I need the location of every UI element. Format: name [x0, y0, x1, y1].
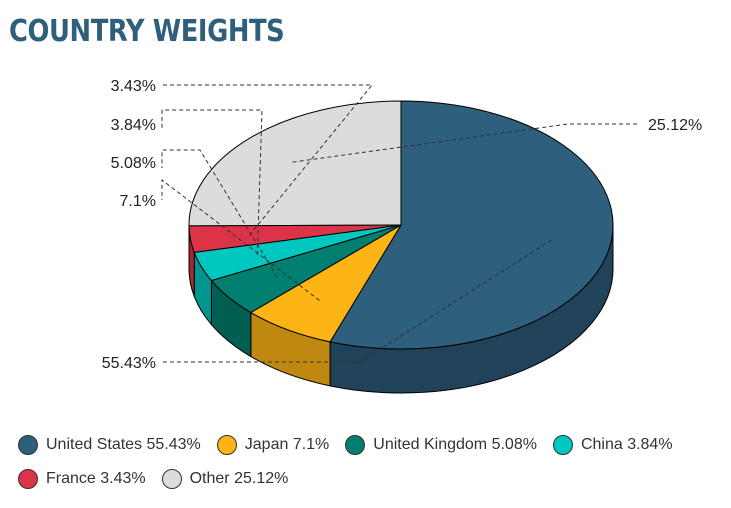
legend-label: Other 25.12% — [189, 470, 289, 487]
legend-swatch — [216, 435, 237, 455]
leader-line-japan — [161, 178, 320, 301]
legend-swatch — [18, 469, 38, 489]
legend-item-united-states[interactable]: United States 55.43% — [18, 435, 201, 455]
legend-swatch — [161, 469, 182, 489]
data-labels: 25.12% 55.43% 7.1% 5.08% 3.84% 3.43% — [102, 78, 703, 372]
leader-line-united-states — [162, 239, 552, 363]
legend-swatch — [18, 435, 38, 455]
data-label-united-kingdom: 5.08% — [111, 155, 156, 172]
legend-label: Japan 7.1% — [244, 436, 330, 453]
pie-chart: 25.12% 55.43% 7.1% 5.08% 3.84% 3.43% — [102, 78, 703, 394]
legend-item-united-kingdom[interactable]: United Kingdom 5.08% — [345, 435, 537, 455]
data-label-china: 3.84% — [111, 117, 156, 134]
legend-label: United Kingdom 5.08% — [373, 436, 537, 453]
leader-line-france — [162, 84, 374, 236]
pie-slice-united-states[interactable] — [329, 100, 614, 350]
legend-label: United States 55.43% — [46, 436, 201, 453]
legend: United States 55.43% Japan 7.1% United Kin… — [18, 432, 718, 500]
leader-line-china — [161, 109, 263, 256]
legend-item-china[interactable]: China 3.84% — [552, 435, 673, 455]
legend-swatch — [345, 435, 366, 455]
chart-title: COUNTRY WEIGHTS — [9, 14, 285, 49]
legend-swatch — [552, 435, 573, 455]
legend-row: United States 55.43% Japan 7.1% United Kin… — [18, 432, 718, 458]
leader-line-other — [292, 123, 640, 163]
data-label-united-states: 55.43% — [102, 355, 156, 372]
legend-row: France 3.43% Other 25.12% — [18, 466, 718, 492]
pie-slice-other[interactable] — [188, 100, 402, 227]
data-label-france: 3.43% — [111, 78, 156, 95]
legend-item-france[interactable]: France 3.43% — [18, 469, 146, 489]
legend-label: China 3.84% — [580, 436, 673, 453]
legend-label: France 3.43% — [46, 470, 146, 487]
legend-item-other[interactable]: Other 25.12% — [161, 469, 289, 489]
legend-item-japan[interactable]: Japan 7.1% — [216, 435, 330, 455]
leader-lines — [161, 84, 640, 363]
data-label-other: 25.12% — [648, 117, 702, 134]
pie-slices — [188, 100, 614, 350]
data-label-japan: 7.1% — [120, 193, 156, 210]
pie-slice-france[interactable] — [188, 224, 402, 253]
